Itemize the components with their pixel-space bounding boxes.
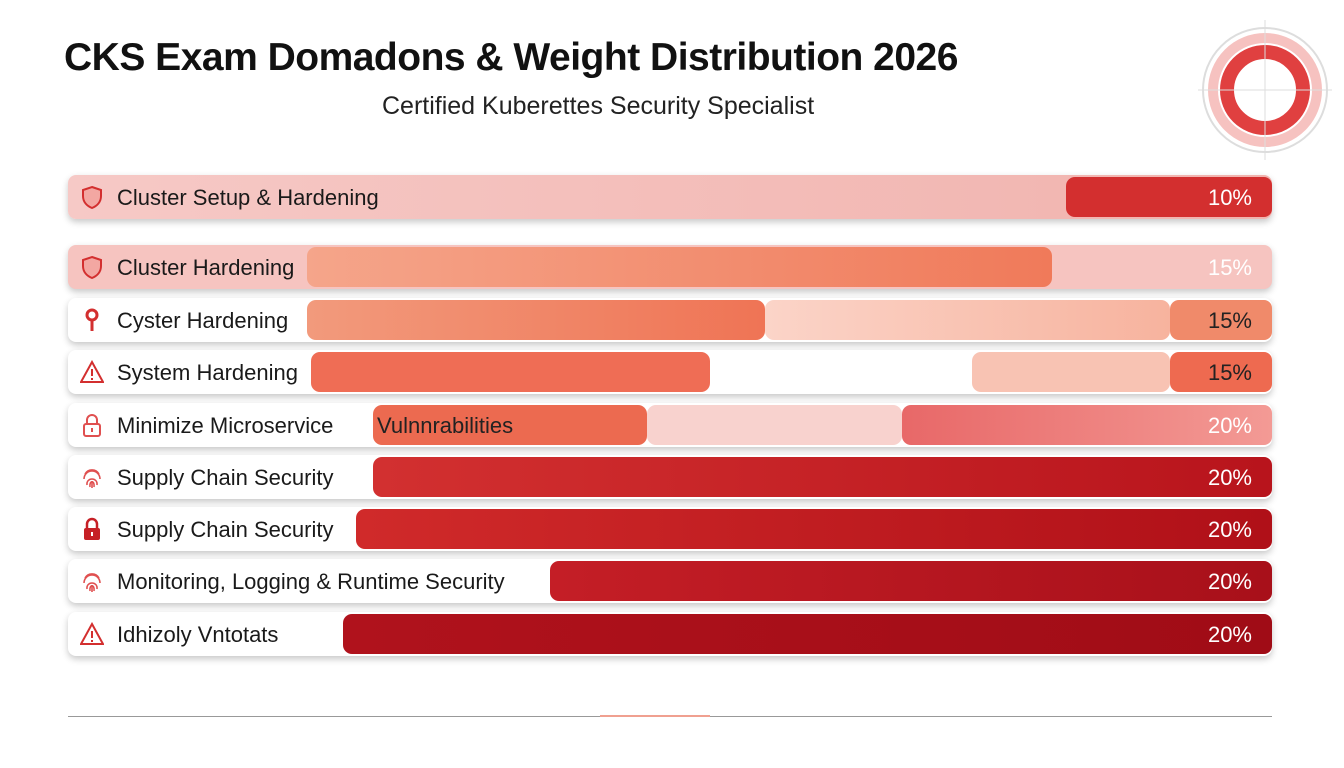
fingerprint-icon (83, 573, 101, 592)
bar-value-mark (1170, 352, 1272, 392)
target-emblem-icon (1198, 20, 1332, 160)
bar-value-label: 20% (1207, 569, 1252, 594)
bar-value-mark (307, 247, 1052, 287)
footer-divider-accent (600, 715, 710, 717)
lock-icon (84, 517, 100, 540)
bar-row: Minimize Microservice Vulnnrabilities 20% (68, 403, 1272, 447)
shield-icon (82, 255, 102, 279)
bar-row: Monitoring, Logging & Runtime Security 20… (68, 559, 1272, 603)
fingerprint-icon (83, 469, 101, 488)
bar-value-label: 15% (1207, 255, 1252, 280)
bar-inner-label: Vulnnrabilities (377, 413, 514, 438)
bar-value-label: 20% (1207, 517, 1252, 542)
page-subtitle: Certified Kuberettes Security Specialist (382, 92, 815, 120)
bar-value-mark (1170, 300, 1272, 340)
bar-label: Cyster Hardening (117, 308, 289, 333)
bar-row: System Hardening 15% (68, 350, 1272, 394)
bar-row: Supply Chain Security 20% (68, 507, 1272, 551)
bar-row: Cluster Hardening 15% (68, 245, 1272, 289)
warning-icon (80, 622, 104, 645)
bar-row: Cluster Setup & Hardening 10% (68, 175, 1272, 219)
bar-segment (972, 352, 1170, 392)
bar-label: Supply Chain Security (117, 517, 334, 542)
bar-segment (373, 405, 647, 445)
bar-segment (647, 405, 902, 445)
bar-value-mark (343, 614, 1272, 654)
bar-label: System Hardening (117, 360, 298, 385)
shield-icon (82, 185, 102, 209)
bar-value-mark (902, 405, 1272, 445)
bar-value-mark (356, 509, 1272, 549)
bar-segment (307, 300, 765, 340)
lock-open-icon (83, 414, 101, 437)
bar-row: Idhizoly Vntotats 20% (68, 612, 1272, 656)
bar-value-mark (550, 561, 1272, 601)
key-icon (85, 308, 99, 331)
bar-value-label: 15% (1207, 360, 1252, 385)
bar-label: Monitoring, Logging & Runtime Security (117, 569, 505, 594)
page-title: CKS Exam Domadons & Weight Distribution … (64, 36, 958, 79)
bar-segment (311, 352, 710, 392)
bar-value-label: 20% (1207, 465, 1252, 490)
warning-icon (80, 360, 104, 383)
bar-row: Cyster Hardening 15% (68, 298, 1272, 342)
bar-label: Cluster Setup & Hardening (117, 185, 379, 210)
bar-value-label: 20% (1207, 622, 1252, 647)
bar-value-mark (373, 457, 1272, 497)
bar-label: Cluster Hardening (117, 255, 295, 280)
bar-value-mark (1066, 177, 1272, 217)
bar-value-label: 20% (1207, 413, 1252, 438)
bar-label: Minimize Microservice (117, 413, 334, 438)
bar-row: Supply Chain Security 20% (68, 455, 1272, 499)
bar-segment (765, 300, 1170, 340)
bar-label: Supply Chain Security (117, 465, 334, 490)
bar-value-label: 10% (1207, 185, 1252, 210)
bar-label: Idhizoly Vntotats (117, 622, 279, 647)
bar-value-label: 15% (1207, 308, 1252, 333)
